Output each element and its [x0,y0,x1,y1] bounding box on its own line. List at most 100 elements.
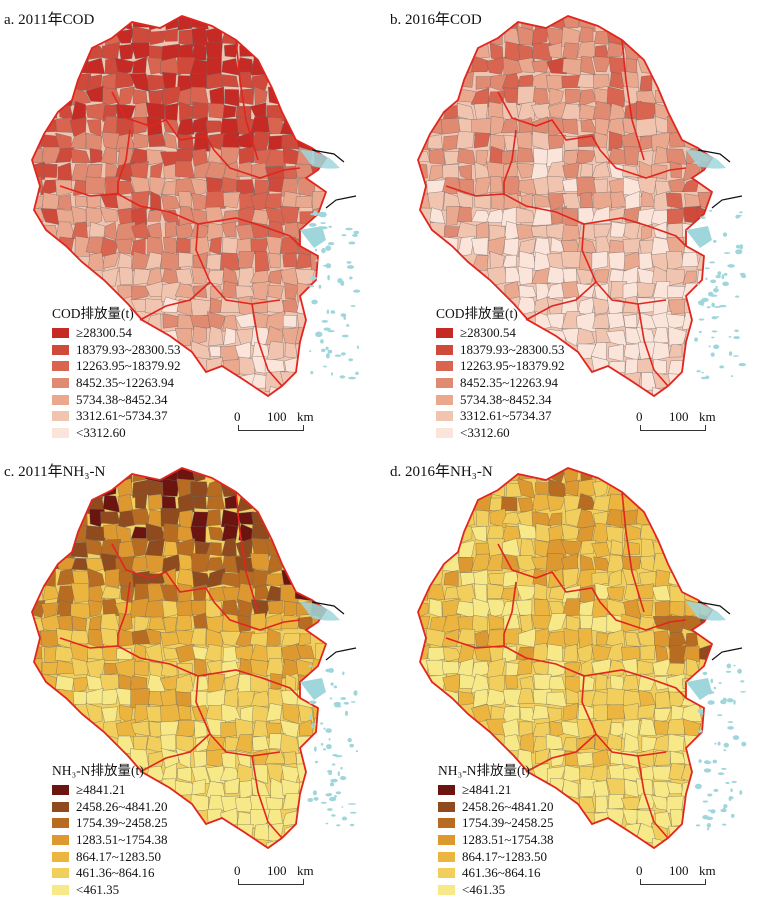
islands [308,210,361,380]
legend-title: COD排放量(t) [52,306,134,321]
legend-swatch [52,851,69,862]
province-border [235,491,259,613]
legend-label: <3312.60 [460,424,510,440]
legend-label: 8452.35~12263.94 [76,375,175,391]
legend-item: <461.35 [438,882,554,899]
legend-swatch [436,427,453,438]
legend-label: 8452.35~12263.94 [460,375,559,391]
legend-swatch [436,394,453,405]
province-border [581,223,667,305]
legend-swatch [52,818,69,829]
legend-label: 864.17~1283.50 [76,848,162,864]
province-border [195,223,281,305]
legend-label: 5734.38~8452.34 [460,391,552,407]
legend-label: 461.36~864.16 [462,865,541,881]
province-border [111,91,301,179]
legend-label: 461.36~864.16 [76,865,155,881]
province-border [497,91,687,179]
region-outline [417,15,714,398]
legend-item: 1754.39~2458.25 [52,815,168,832]
scale-hundred: 100 [669,409,689,424]
map-d [417,467,747,850]
panel-title: a. 2011年COD [4,12,95,28]
legend-label: 1754.39~2458.25 [462,815,554,831]
scale-bar: 0 100 km [636,409,746,431]
legend-item: 8452.35~12263.94 [436,375,565,392]
panel-title: c. 2011年NH₃-N [4,464,106,480]
coastline [311,149,345,163]
legend-item: <461.35 [52,882,168,899]
legend-label: ≥4841.21 [76,782,126,798]
islands [694,209,747,380]
province-border [251,755,283,839]
province-border [637,755,669,839]
coastline [697,149,731,163]
province-border [117,129,131,194]
legend-swatch [436,411,453,422]
estuary [686,602,726,621]
legend-swatch [436,328,453,339]
scale-bar: 0 100 km [636,863,746,885]
province-border [497,543,687,631]
legend-title: COD排放量(t) [436,306,518,321]
legend-item: 5734.38~8452.34 [436,391,565,408]
legend-label: ≥4841.21 [462,782,512,798]
legend-item: 2458.26~4841.20 [52,799,168,816]
legend-item: 3312.61~5734.37 [52,408,181,425]
estuary [300,602,340,621]
estuary [686,150,726,169]
legend-label: ≥28300.54 [460,325,516,341]
scale-zero: 0 [234,863,241,878]
legend-item: 1283.51~1754.38 [438,832,554,849]
legend-swatch [438,801,455,812]
panel-c: c. 2011年NH₃-N NH₃-N排放量(t) ≥4841.21 2458.2… [0,452,385,904]
legend-item: ≥28300.54 [52,325,181,342]
legend-swatch [438,818,455,829]
legend-label: 1283.51~1754.38 [76,832,168,848]
legend-label: 2458.26~4841.20 [76,798,168,814]
coastline [311,601,345,615]
legend-item: ≥28300.54 [436,325,565,342]
province-border [621,491,645,613]
panel-a: a. 2011年COD COD排放量(t) ≥28300.54 18379.93~… [0,0,385,452]
legend-swatch [52,328,69,339]
region-outline [31,467,328,850]
province-border [445,185,687,247]
scale-line [640,425,706,431]
coastline [711,647,743,661]
scale-line [238,425,304,431]
scale-unit: km [699,863,716,878]
bay [686,678,712,700]
scale-hundred: 100 [267,863,287,878]
panel-d: d. 2016年NH₃-N NH₃-N排放量(t) ≥4841.21 2458.2… [386,452,771,904]
legend-label: <461.35 [462,881,506,897]
legend-item: 18379.93~28300.53 [436,342,565,359]
province-border [637,303,669,387]
province-border [59,637,301,699]
province-border [235,39,259,161]
legend-item: 18379.93~28300.53 [52,342,181,359]
legend-swatch [438,785,455,796]
legend-item: 864.17~1283.50 [438,848,554,865]
legend-item: 864.17~1283.50 [52,848,168,865]
scale-unit: km [297,863,314,878]
islands [307,665,359,827]
legend-item: 461.36~864.16 [52,865,168,882]
legend-title: NH₃-N排放量(t) [438,763,530,778]
map-a [31,15,361,398]
province-border [621,39,645,161]
legend-swatch [52,868,69,879]
legend-item: 3312.61~5734.37 [436,408,565,425]
bay [300,678,326,700]
legend-label: 3312.61~5734.37 [76,408,168,424]
legend-swatch [52,361,69,372]
legend-item: ≥4841.21 [52,782,168,799]
legend: NH₃-N排放量(t) ≥4841.21 2458.26~4841.20 1754.… [438,759,554,898]
province-border [525,281,597,321]
legend-label: 12263.95~18379.92 [460,358,565,374]
legend-item: 12263.95~18379.92 [52,358,181,375]
panel-b: b. 2016年COD COD排放量(t) ≥28300.54 18379.93~… [386,0,771,452]
scale-bar: 0 100 km [234,409,344,431]
region-outline [31,15,328,398]
legend-item: ≥4841.21 [438,782,554,799]
